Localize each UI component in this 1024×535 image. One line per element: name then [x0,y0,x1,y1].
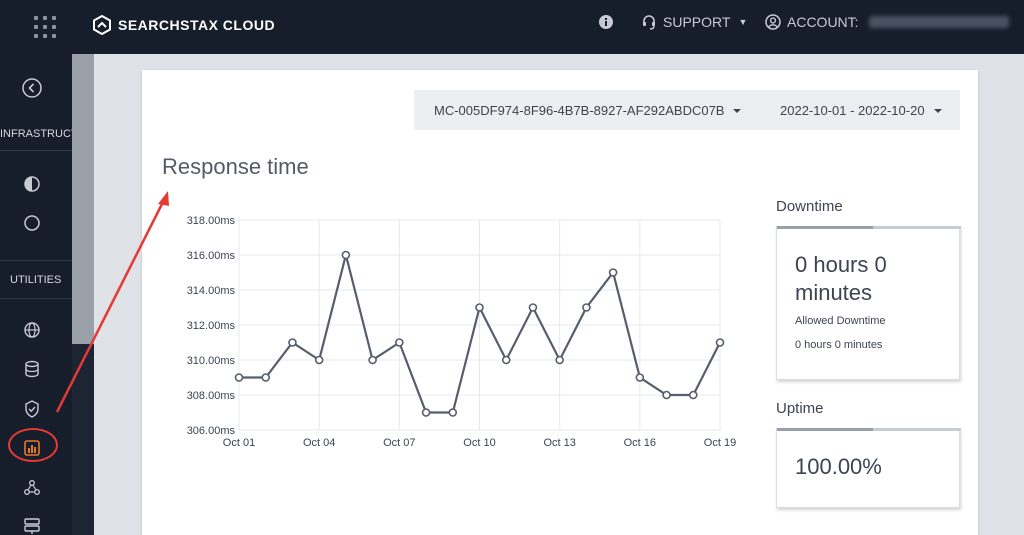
data-point [688,390,698,400]
y-tick-label: 306.00ms [187,425,236,437]
caret-down-icon [733,108,742,113]
info-button[interactable] [598,14,614,30]
data-point [715,338,725,347]
date-range-selector[interactable]: 2022-10-01 - 2022-10-20 [780,103,942,118]
x-tick-label: Oct 01 [223,437,255,449]
y-tick-label: 314.00ms [187,285,236,297]
sidebar-heading-infrastructure: INFRASTRUCTURE [0,128,72,140]
response-time-chart: 318.00ms 316.00ms 314.00ms 312.00ms 310.00ms… [187,215,737,449]
brand-logo[interactable]: SEARCHSTAX CLOUD [92,15,275,35]
downtime-box: 0 hours 0 minutes Allowed Downtime 0 hou… [776,226,961,380]
data-point [662,390,671,400]
response-time-panel: MC-005DF974-8F96-4B7B-8927-AF292ABDC07B … [142,70,978,535]
data-point [501,355,511,365]
data-point [635,373,645,382]
x-tick-label: Oct 10 [463,437,495,449]
downtime-label: Downtime [776,198,843,215]
info-icon [599,15,613,29]
globe-icon[interactable] [22,320,42,340]
brand-name: SEARCHSTAX CLOUD [118,17,276,33]
caret-down-icon [933,108,942,113]
uptime-label: Uptime [776,400,824,417]
data-point [448,408,458,417]
y-tick-label: 316.00ms [187,250,236,262]
data-point [368,355,377,365]
account-label: ACCOUNT: [787,14,859,30]
account-menu[interactable]: ACCOUNT: [765,14,1009,30]
database-icon[interactable] [22,359,42,379]
sidebar-divider [0,260,72,261]
sidebar-divider [0,150,72,151]
highlight-circle [8,428,58,462]
x-tick-label: Oct 13 [543,437,575,449]
support-menu[interactable]: SUPPORT ▼ [641,14,747,30]
brand-hexagon-icon [93,15,111,35]
chevron-down-icon: ▼ [738,17,748,27]
data-point [608,268,618,277]
half-circle-icon[interactable] [22,174,42,194]
sidebar-heading-utilities: UTILITIES [10,274,62,286]
data-point [475,303,484,312]
top-bar: SEARCHSTAX CLOUD SUPPORT ▼ ACCOUNT: [0,0,1024,54]
data-point [528,303,538,312]
uptime-box: 100.00% [776,428,961,508]
headset-icon [643,15,655,30]
allowed-downtime-value: 0 hours 0 minutes [795,339,883,351]
x-tick-label: Oct 07 [383,437,415,449]
server-icon[interactable] [22,516,42,535]
deployment-selector[interactable]: MC-005DF974-8F96-4B7B-8927-AF292ABDC07B [434,103,742,118]
network-icon[interactable] [22,478,42,498]
y-tick-label: 308.00ms [187,390,236,402]
downtime-value: 0 hours 0 minutes [795,252,887,305]
y-tick-label: 312.00ms [187,320,236,332]
data-point [288,338,297,347]
x-tick-label: Oct 16 [624,437,656,449]
x-tick-label: Oct 04 [303,437,335,449]
user-icon [765,14,781,30]
sidebar: INFRASTRUCTURE UTILITIES [0,54,72,535]
date-range-value: 2022-10-01 - 2022-10-20 [780,103,925,118]
data-point [314,355,324,365]
app-grid-icon[interactable] [34,16,56,38]
data-point [234,373,244,382]
data-point [261,373,271,382]
data-point [555,355,564,365]
chart-title: Response time [162,154,309,179]
data-point [395,338,404,347]
uptime-value: 100.00% [795,454,882,479]
selector-bar: MC-005DF974-8F96-4B7B-8927-AF292ABDC07B … [414,90,960,130]
sidebar-divider [0,298,72,299]
deployment-value: MC-005DF974-8F96-4B7B-8927-AF292ABDC07B [434,103,725,118]
sidebar-scrollbar[interactable] [72,54,94,535]
data-point [341,250,351,260]
shield-check-icon[interactable] [22,399,42,419]
y-tick-label: 318.00ms [187,215,236,227]
account-name-redacted [868,16,1009,28]
x-tick-label: Oct 19 [704,437,736,449]
data-point [421,408,431,417]
allowed-downtime-label: Allowed Downtime [795,315,886,327]
support-label: SUPPORT [663,14,731,30]
y-tick-label: 310.00ms [187,355,236,367]
circle-icon[interactable] [22,213,42,233]
collapse-icon[interactable] [22,78,42,98]
data-point [582,303,591,312]
